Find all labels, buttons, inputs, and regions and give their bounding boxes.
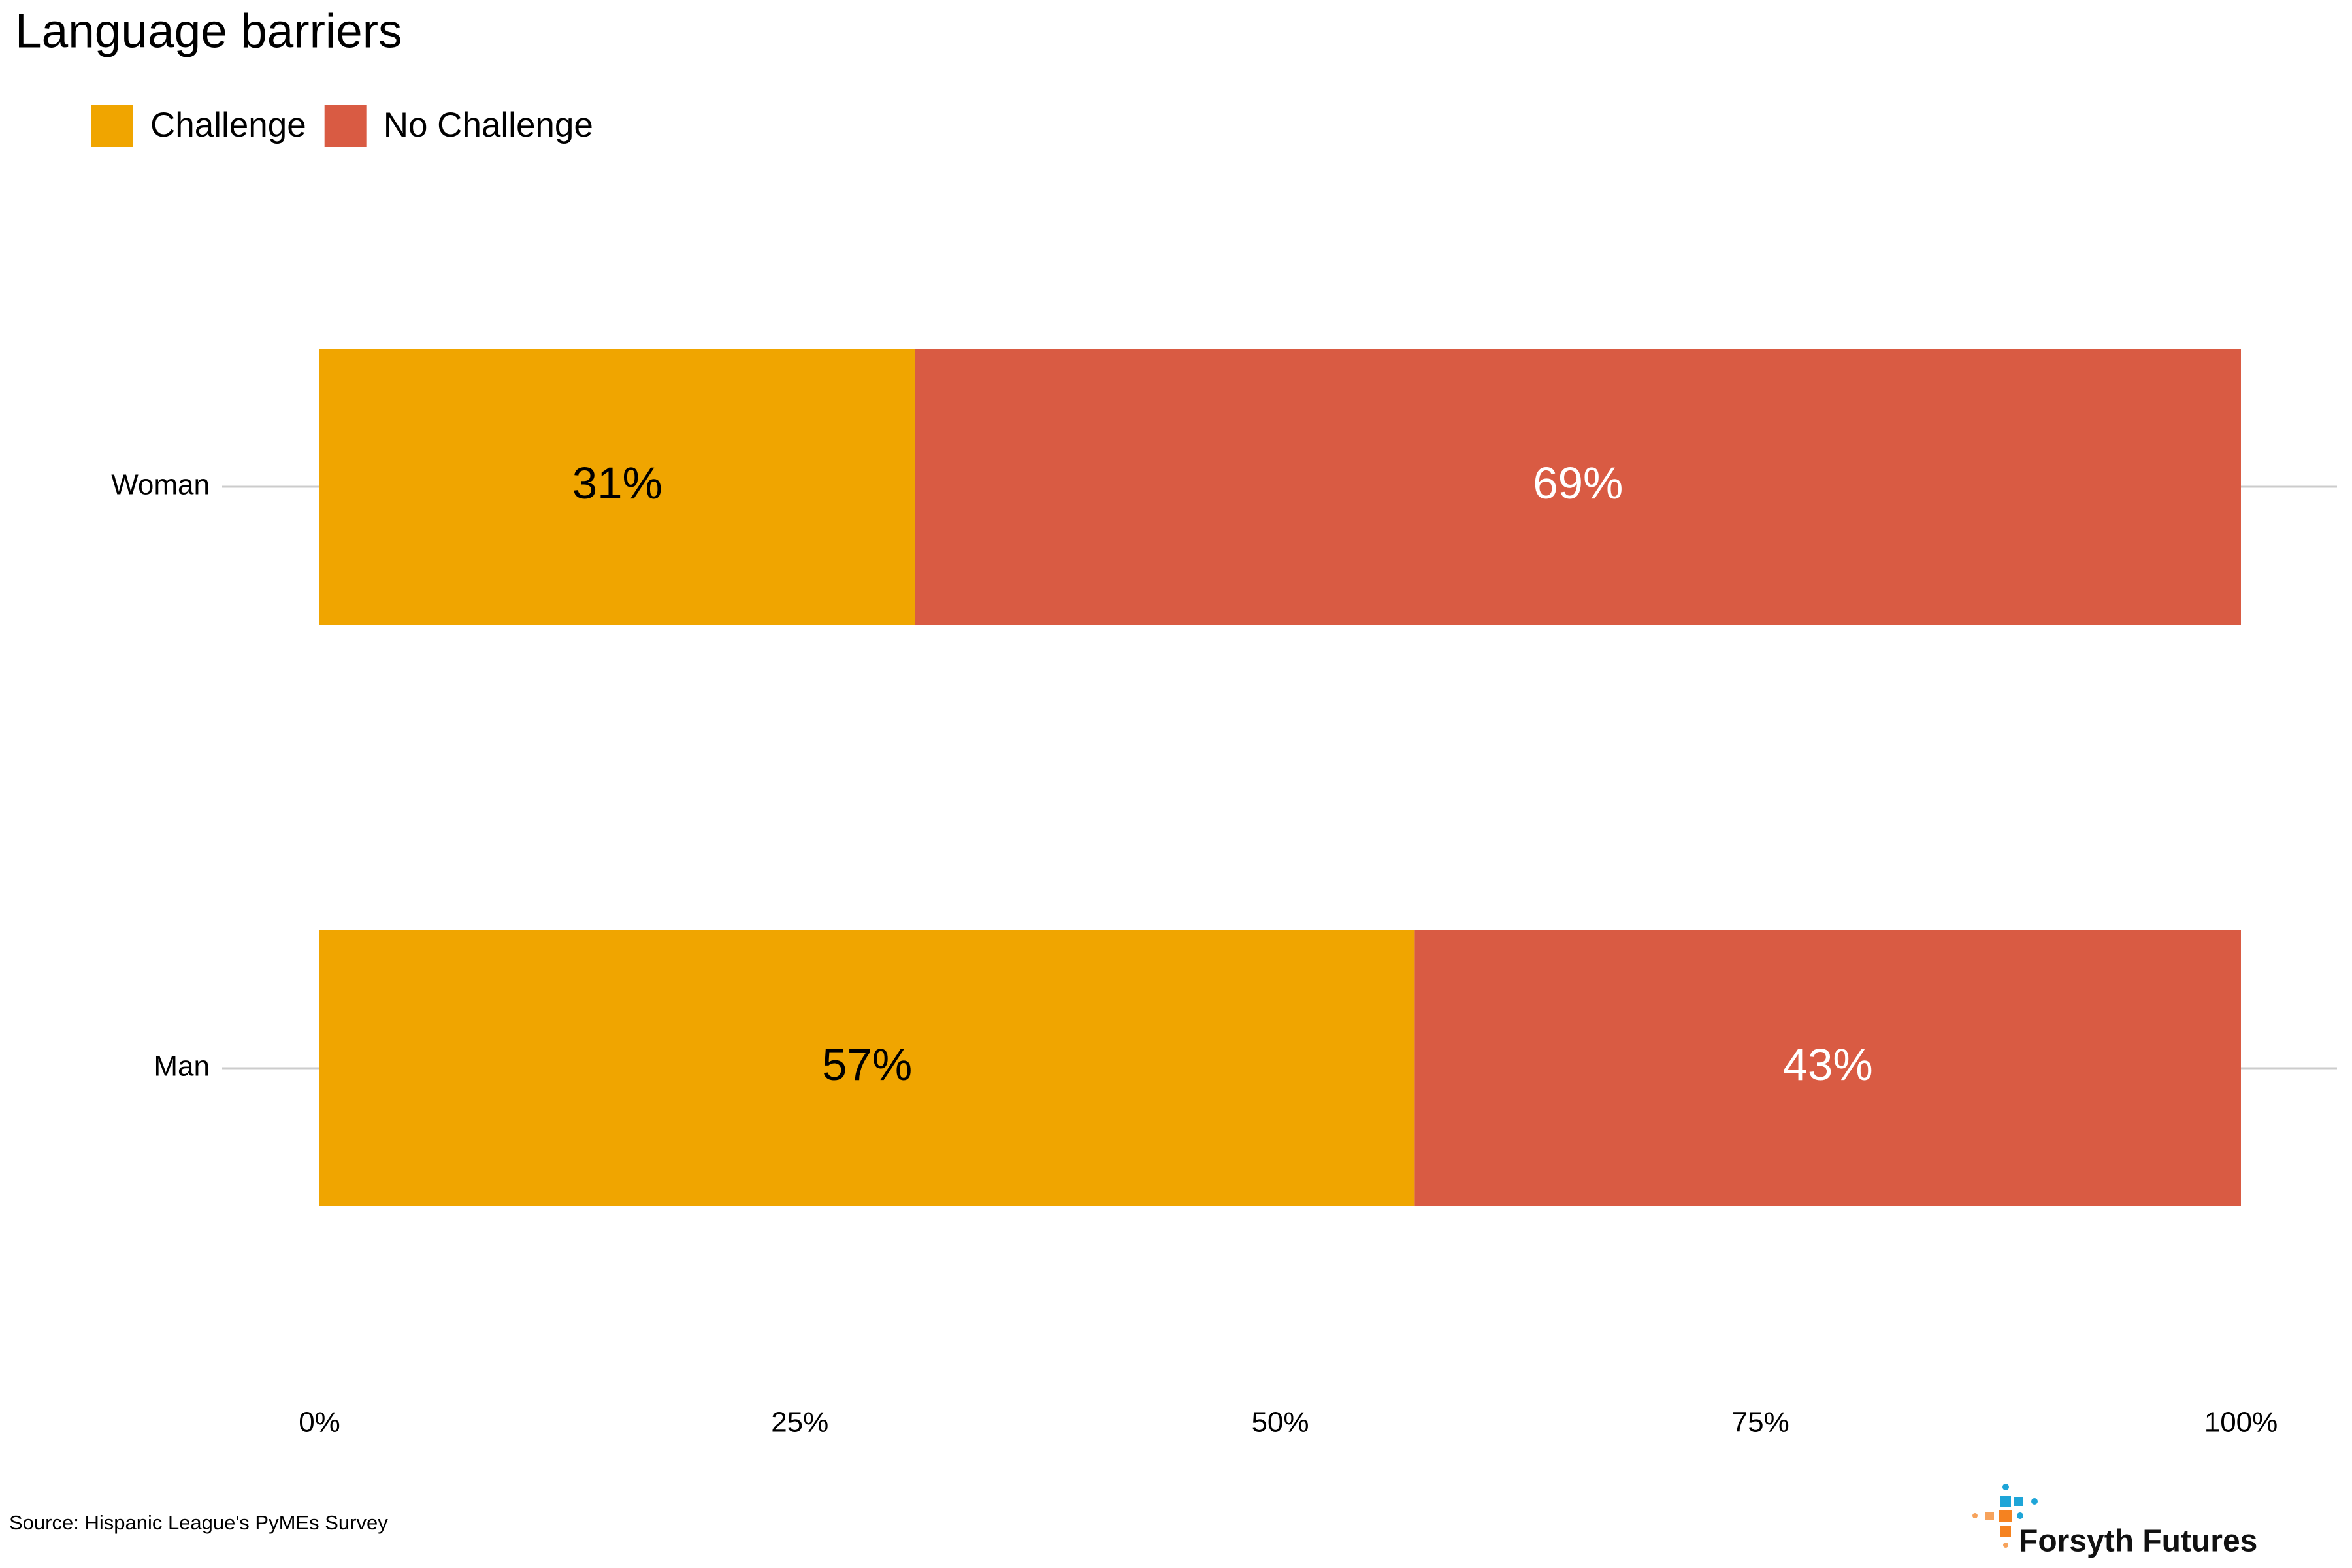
value-label: 57% xyxy=(822,1039,912,1090)
bar-segment xyxy=(319,349,915,625)
bar-segment xyxy=(915,349,2241,625)
value-label: 31% xyxy=(572,458,662,508)
value-label: 43% xyxy=(1783,1039,1873,1090)
bar-segment xyxy=(319,930,1415,1206)
y-tick-label: Man xyxy=(154,1051,210,1083)
x-tick-label: 25% xyxy=(771,1407,828,1439)
x-tick-label: 100% xyxy=(2204,1407,2278,1439)
legend-label: No Challenge xyxy=(384,106,593,144)
x-tick-label: 0% xyxy=(299,1407,340,1439)
x-tick-label: 75% xyxy=(1732,1407,1789,1439)
legend-swatch xyxy=(91,105,133,147)
legend-swatch xyxy=(324,105,367,147)
source-note: Source: Hispanic League's PyMEs Survey xyxy=(9,1511,388,1534)
bar-segment xyxy=(1414,930,2241,1206)
value-label: 69% xyxy=(1533,458,1623,508)
logo-mark xyxy=(1972,1484,2038,1548)
x-tick-label: 50% xyxy=(1251,1407,1309,1439)
legend-label: Challenge xyxy=(150,106,306,144)
chart-title: Language barriers xyxy=(15,5,402,57)
logo-text: Forsyth Futures xyxy=(2019,1524,2257,1559)
y-tick-label: Woman xyxy=(111,469,210,501)
